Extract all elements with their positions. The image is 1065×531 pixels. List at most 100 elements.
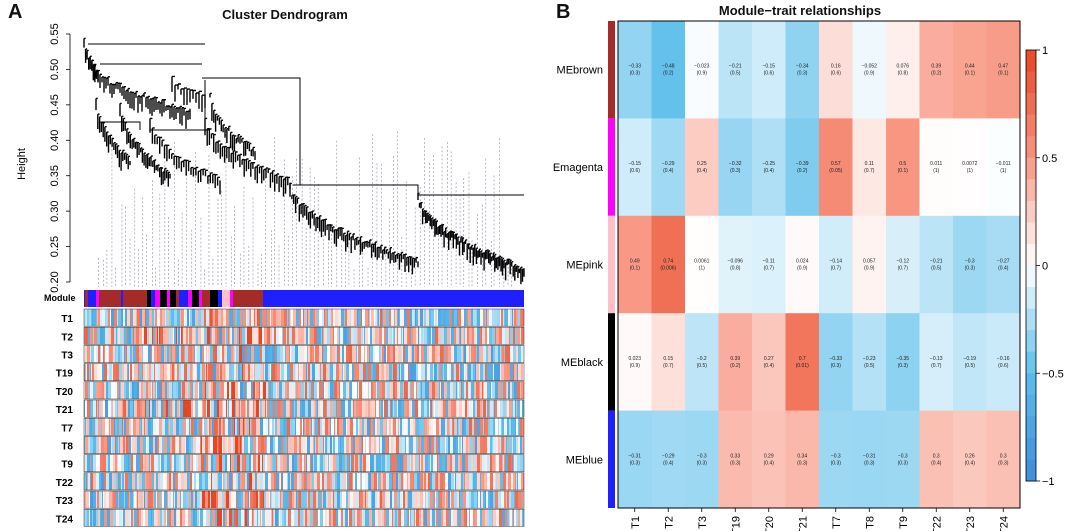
module-color-swatch [608, 215, 615, 314]
trait-cell [210, 381, 211, 399]
heatmap-cell [752, 215, 786, 314]
trait-cell [140, 491, 143, 509]
trait-cell [154, 491, 156, 509]
trait-cell [151, 491, 153, 509]
trait-cell [454, 345, 457, 363]
cell-pvalue-label: (0.7) [931, 363, 942, 369]
trait-cell [130, 509, 131, 527]
trait-cell [398, 472, 399, 490]
trait-cell [93, 472, 96, 490]
trait-cell [240, 418, 243, 436]
trait-cell [221, 309, 223, 327]
trait-cell [363, 327, 364, 345]
trait-cell [112, 345, 113, 363]
trait-cell [132, 381, 134, 399]
trait-cell [297, 491, 298, 509]
trait-cell [229, 400, 231, 418]
trait-cell [516, 418, 518, 436]
cell-pvalue-label: (0.3) [998, 460, 1009, 466]
trait-cell [219, 400, 222, 418]
trait-cell [124, 418, 126, 436]
y-tick-label: 0.55 [49, 23, 61, 44]
trait-cell [441, 509, 443, 527]
trait-cell [411, 509, 414, 527]
trait-cell [250, 309, 251, 327]
trait-cell [362, 472, 365, 490]
trait-cell [118, 327, 120, 345]
trait-cell [445, 418, 447, 436]
trait-cell [170, 309, 171, 327]
trait-cell [330, 418, 331, 436]
trait-cell [415, 418, 416, 436]
trait-cell [212, 327, 215, 345]
trait-cell [284, 309, 287, 327]
trait-cell [282, 381, 285, 399]
trait-cell [350, 418, 353, 436]
trait-cell [297, 454, 298, 472]
trait-cell [174, 509, 176, 527]
trait-cell [234, 454, 237, 472]
trait-cell [181, 345, 184, 363]
trait-cell [195, 491, 197, 509]
trait-cell [501, 491, 504, 509]
trait-cell [409, 436, 410, 454]
trait-cell [372, 509, 375, 527]
trait-cell [315, 345, 318, 363]
trait-cell [185, 509, 188, 527]
trait-cell [516, 309, 518, 327]
trait-row-label: T8 [61, 442, 73, 453]
trait-cell [375, 509, 378, 527]
trait-cell [480, 309, 483, 327]
trait-cell [349, 472, 352, 490]
trait-cell [278, 454, 280, 472]
trait-cell [123, 418, 124, 436]
trait-cell [240, 454, 242, 472]
trait-cell [324, 381, 325, 399]
trait-cell [286, 400, 289, 418]
trait-cell [512, 454, 513, 472]
trait-cell [480, 454, 481, 472]
trait-cell [261, 509, 262, 527]
trait-cell [199, 472, 202, 490]
trait-cell [485, 327, 487, 345]
trait-cell [298, 363, 299, 381]
colorbar-step [1026, 416, 1036, 439]
trait-cell [371, 363, 373, 381]
trait-column-label: T7 [831, 516, 843, 529]
cell-correlation-label: 0.11 [865, 161, 875, 167]
trait-cell [231, 454, 232, 472]
trait-cell [410, 491, 411, 509]
trait-cell [313, 454, 314, 472]
trait-cell [141, 509, 143, 527]
trait-cell [114, 309, 117, 327]
trait-cell [399, 363, 400, 381]
trait-cell [513, 400, 515, 418]
trait-cell [502, 381, 503, 399]
trait-cell [437, 454, 438, 472]
trait-cell [247, 327, 250, 345]
trait-cell [365, 345, 367, 363]
trait-cell [414, 381, 416, 399]
trait-cell [118, 491, 119, 509]
trait-cell [130, 363, 131, 381]
trait-cell [366, 436, 368, 454]
trait-cell [134, 327, 136, 345]
trait-cell [218, 418, 219, 436]
trait-cell [231, 491, 234, 509]
trait-cell [161, 345, 164, 363]
trait-cell [367, 509, 369, 527]
trait-cell [400, 454, 403, 472]
trait-cell [172, 345, 175, 363]
trait-cell [308, 400, 311, 418]
trait-cell [207, 363, 208, 381]
trait-cell [165, 381, 167, 399]
cell-correlation-label: −0.25 [762, 161, 775, 167]
trait-cell [259, 381, 260, 399]
trait-cell [171, 509, 174, 527]
trait-cell [273, 509, 274, 527]
trait-cell [404, 381, 407, 399]
trait-cell [157, 436, 159, 454]
trait-cell [163, 327, 166, 345]
trait-cell [473, 472, 475, 490]
trait-cell [276, 327, 279, 345]
